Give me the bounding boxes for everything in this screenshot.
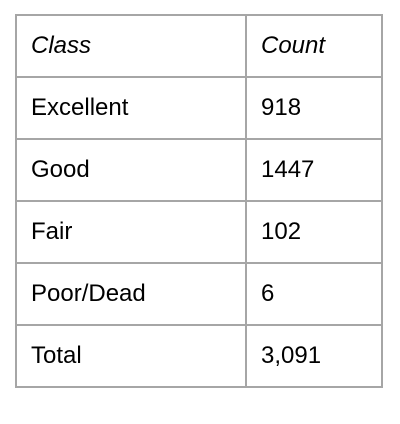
count-cell: 918 <box>245 76 383 140</box>
total-count-cell: 3,091 <box>245 324 383 388</box>
table-row: Excellent 918 <box>15 76 383 140</box>
count-cell: 1447 <box>245 138 383 202</box>
count-cell: 102 <box>245 200 383 264</box>
class-cell: Excellent <box>15 76 247 140</box>
class-cell: Poor/Dead <box>15 262 247 326</box>
class-cell: Good <box>15 138 247 202</box>
class-cell: Fair <box>15 200 247 264</box>
table-row: Good 1447 <box>15 138 383 202</box>
table-row: Fair 102 <box>15 200 383 264</box>
class-count-table: Class Count Excellent 918 Good 1447 Fair… <box>15 14 383 388</box>
header-class: Class <box>15 14 247 78</box>
header-count: Count <box>245 14 383 78</box>
total-label-cell: Total <box>15 324 247 388</box>
count-cell: 6 <box>245 262 383 326</box>
table-row: Poor/Dead 6 <box>15 262 383 326</box>
total-row: Total 3,091 <box>15 324 383 388</box>
header-row: Class Count <box>15 14 383 78</box>
